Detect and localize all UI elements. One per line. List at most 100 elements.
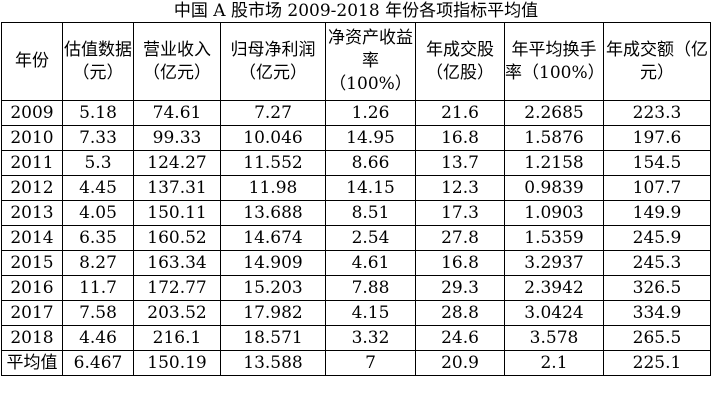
cell-turnover: 3.578: [504, 325, 604, 351]
header-valuation: 估值数据（元）: [62, 22, 134, 101]
table-row: 2015 8.27 163.34 14.909 4.61 16.8 3.2937 245.3: [1, 250, 711, 276]
cell-roe: 14.15: [325, 175, 416, 201]
cell-roe: 4.61: [325, 250, 416, 276]
cell-year: 2015: [1, 250, 63, 276]
cell-year: 2013: [1, 200, 63, 226]
cell-amount: 223.3: [603, 100, 711, 126]
cell-revenue: 216.1: [133, 325, 221, 351]
cell-roe: 7.88: [325, 275, 416, 301]
cell-valuation: 5.18: [62, 100, 134, 126]
cell-year: 2010: [1, 125, 63, 151]
cell-valuation: 11.7: [62, 275, 134, 301]
cell-year: 2017: [1, 300, 63, 326]
cell-net-profit: 14.674: [220, 225, 326, 251]
cell-amount: 154.5: [603, 150, 711, 176]
header-amount: 年成交额（亿元）: [603, 22, 711, 101]
cell-valuation: 8.27: [62, 250, 134, 276]
cell-volume: 13.7: [415, 150, 505, 176]
cell-turnover: 1.2158: [504, 150, 604, 176]
cell-roe: 2.54: [325, 225, 416, 251]
cell-revenue: 172.77: [133, 275, 221, 301]
cell-net-profit: 13.588: [220, 350, 326, 376]
cell-turnover: 1.0903: [504, 200, 604, 226]
cell-roe: 14.95: [325, 125, 416, 151]
cell-amount: 225.1: [603, 350, 711, 376]
cell-revenue: 203.52: [133, 300, 221, 326]
table-title: 中国 A 股市场 2009-2018 年份各项指标平均值: [173, 1, 539, 21]
header-year: 年份: [1, 22, 63, 101]
header-row: 年份 估值数据（元） 营业收入（亿元） 归母净利润（亿元） 净资产收益率（100…: [1, 22, 711, 101]
cell-year: 平均值: [1, 350, 63, 376]
cell-valuation: 4.45: [62, 175, 134, 201]
cell-revenue: 150.19: [133, 350, 221, 376]
cell-turnover: 1.5876: [504, 125, 604, 151]
indicator-table: 年份 估值数据（元） 营业收入（亿元） 归母净利润（亿元） 净资产收益率（100…: [1, 22, 711, 376]
cell-net-profit: 7.27: [220, 100, 326, 126]
cell-volume: 29.3: [415, 275, 505, 301]
cell-amount: 265.5: [603, 325, 711, 351]
table-row: 2016 11.7 172.77 15.203 7.88 29.3 2.3942 326.5: [1, 275, 711, 301]
table-row: 2009 5.18 74.61 7.27 1.26 21.6 2.2685 223.3: [1, 100, 711, 126]
cell-roe: 8.66: [325, 150, 416, 176]
cell-year: 2018: [1, 325, 63, 351]
cell-volume: 16.8: [415, 250, 505, 276]
cell-amount: 245.3: [603, 250, 711, 276]
table-row: 2014 6.35 160.52 14.674 2.54 27.8 1.5359 245.9: [1, 225, 711, 251]
cell-year: 2016: [1, 275, 63, 301]
cell-revenue: 137.31: [133, 175, 221, 201]
cell-volume: 24.6: [415, 325, 505, 351]
header-turnover: 年平均换手率（100%）: [504, 22, 604, 101]
cell-roe: 8.51: [325, 200, 416, 226]
table-row: 2012 4.45 137.31 11.98 14.15 12.3 0.9839 107.7: [1, 175, 711, 201]
cell-volume: 28.8: [415, 300, 505, 326]
table-row: 2013 4.05 150.11 13.688 8.51 17.3 1.0903 149.9: [1, 200, 711, 226]
cell-turnover: 3.0424: [504, 300, 604, 326]
cell-valuation: 5.3: [62, 150, 134, 176]
cell-volume: 12.3: [415, 175, 505, 201]
cell-valuation: 7.33: [62, 125, 134, 151]
cell-amount: 245.9: [603, 225, 711, 251]
cell-amount: 107.7: [603, 175, 711, 201]
cell-valuation: 6.35: [62, 225, 134, 251]
cell-roe: 3.32: [325, 325, 416, 351]
header-volume: 年成交股（亿股）: [415, 22, 505, 101]
cell-amount: 334.9: [603, 300, 711, 326]
table-row: 平均值 6.467 150.19 13.588 7 20.9 2.1 225.1: [1, 350, 711, 376]
cell-year: 2011: [1, 150, 63, 176]
cell-turnover: 0.9839: [504, 175, 604, 201]
cell-amount: 197.6: [603, 125, 711, 151]
cell-revenue: 99.33: [133, 125, 221, 151]
cell-amount: 149.9: [603, 200, 711, 226]
cell-valuation: 4.05: [62, 200, 134, 226]
cell-revenue: 124.27: [133, 150, 221, 176]
cell-volume: 20.9: [415, 350, 505, 376]
cell-year: 2009: [1, 100, 63, 126]
cell-roe: 4.15: [325, 300, 416, 326]
cell-net-profit: 17.982: [220, 300, 326, 326]
cell-turnover: 2.1: [504, 350, 604, 376]
table-row: 2011 5.3 124.27 11.552 8.66 13.7 1.2158 154.5: [1, 150, 711, 176]
cell-volume: 17.3: [415, 200, 505, 226]
cell-roe: 1.26: [325, 100, 416, 126]
cell-valuation: 6.467: [62, 350, 134, 376]
cell-turnover: 2.2685: [504, 100, 604, 126]
cell-revenue: 74.61: [133, 100, 221, 126]
cell-net-profit: 18.571: [220, 325, 326, 351]
cell-amount: 326.5: [603, 275, 711, 301]
cell-net-profit: 11.98: [220, 175, 326, 201]
cell-revenue: 150.11: [133, 200, 221, 226]
header-roe: 净资产收益率（100%）: [325, 22, 416, 101]
cell-valuation: 4.46: [62, 325, 134, 351]
cell-volume: 16.8: [415, 125, 505, 151]
table-row: 2018 4.46 216.1 18.571 3.32 24.6 3.578 265.5: [1, 325, 711, 351]
table-row: 2010 7.33 99.33 10.046 14.95 16.8 1.5876 197.6: [1, 125, 711, 151]
cell-net-profit: 10.046: [220, 125, 326, 151]
cell-net-profit: 11.552: [220, 150, 326, 176]
cell-year: 2012: [1, 175, 63, 201]
cell-turnover: 2.3942: [504, 275, 604, 301]
cell-volume: 27.8: [415, 225, 505, 251]
cell-volume: 21.6: [415, 100, 505, 126]
cell-valuation: 7.58: [62, 300, 134, 326]
cell-turnover: 3.2937: [504, 250, 604, 276]
header-net-profit: 归母净利润（亿元）: [220, 22, 326, 101]
